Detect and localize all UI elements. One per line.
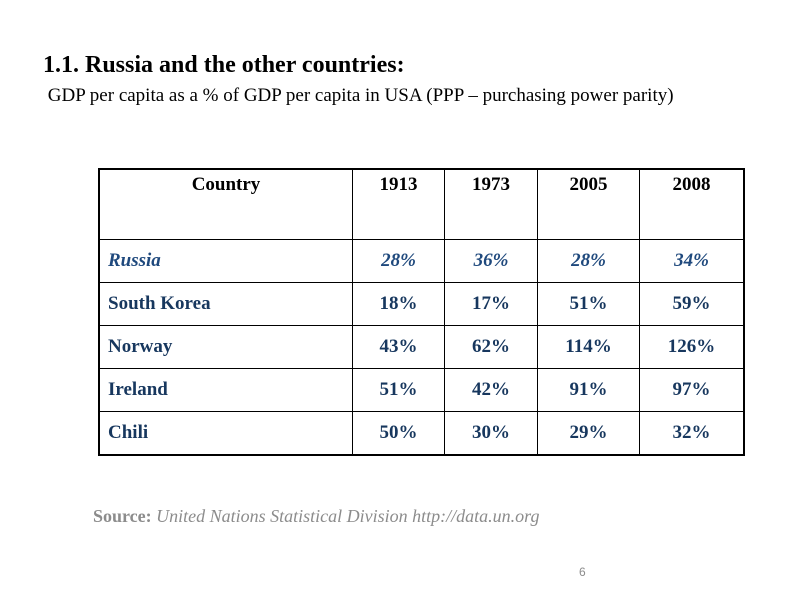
column-header: Country	[98, 168, 353, 240]
source-label: Source:	[93, 506, 152, 526]
value-cell: 114%	[537, 325, 640, 369]
column-header: 1913	[352, 168, 445, 240]
value-cell: 51%	[537, 282, 640, 326]
value-cell: 36%	[444, 239, 538, 283]
value-cell: 43%	[352, 325, 445, 369]
value-cell: 34%	[639, 239, 745, 283]
country-cell: South Korea	[98, 282, 353, 326]
value-cell: 32%	[639, 411, 745, 456]
data-table: Country 1913 1973 2005 2008 Russia 28% 36% 28% 3…	[98, 168, 745, 456]
page-number: 6	[579, 565, 586, 579]
value-cell: 91%	[537, 368, 640, 412]
table-row: Chili 50% 30% 29% 32%	[98, 411, 745, 456]
subtitle: GDP per capita as a % of GDP per capita …	[43, 85, 674, 106]
value-cell: 62%	[444, 325, 538, 369]
column-header: 1973	[444, 168, 538, 240]
table-row: Russia 28% 36% 28% 34%	[98, 239, 745, 283]
value-cell: 30%	[444, 411, 538, 456]
table-row: Norway 43% 62% 114% 126%	[98, 325, 745, 369]
column-header: 2005	[537, 168, 640, 240]
value-cell: 59%	[639, 282, 745, 326]
value-cell: 42%	[444, 368, 538, 412]
country-cell: Ireland	[98, 368, 353, 412]
country-cell: Chili	[98, 411, 353, 456]
country-cell: Russia	[98, 239, 353, 283]
table-body: Russia 28% 36% 28% 34% South Korea 18% 17% 51% 59…	[98, 239, 745, 456]
title: 1.1. Russia and the other countries:	[43, 52, 405, 78]
source: Source: United Nations Statistical Divis…	[93, 506, 540, 527]
value-cell: 28%	[537, 239, 640, 283]
value-cell: 18%	[352, 282, 445, 326]
column-header: 2008	[639, 168, 745, 240]
value-cell: 97%	[639, 368, 745, 412]
table-row: South Korea 18% 17% 51% 59%	[98, 282, 745, 326]
source-text: United Nations Statistical Division http…	[156, 506, 540, 526]
value-cell: 51%	[352, 368, 445, 412]
header-row: Country 1913 1973 2005 2008	[98, 168, 745, 240]
value-cell: 29%	[537, 411, 640, 456]
table-row: Ireland 51% 42% 91% 97%	[98, 368, 745, 412]
value-cell: 17%	[444, 282, 538, 326]
country-cell: Norway	[98, 325, 353, 369]
value-cell: 126%	[639, 325, 745, 369]
value-cell: 28%	[352, 239, 445, 283]
value-cell: 50%	[352, 411, 445, 456]
